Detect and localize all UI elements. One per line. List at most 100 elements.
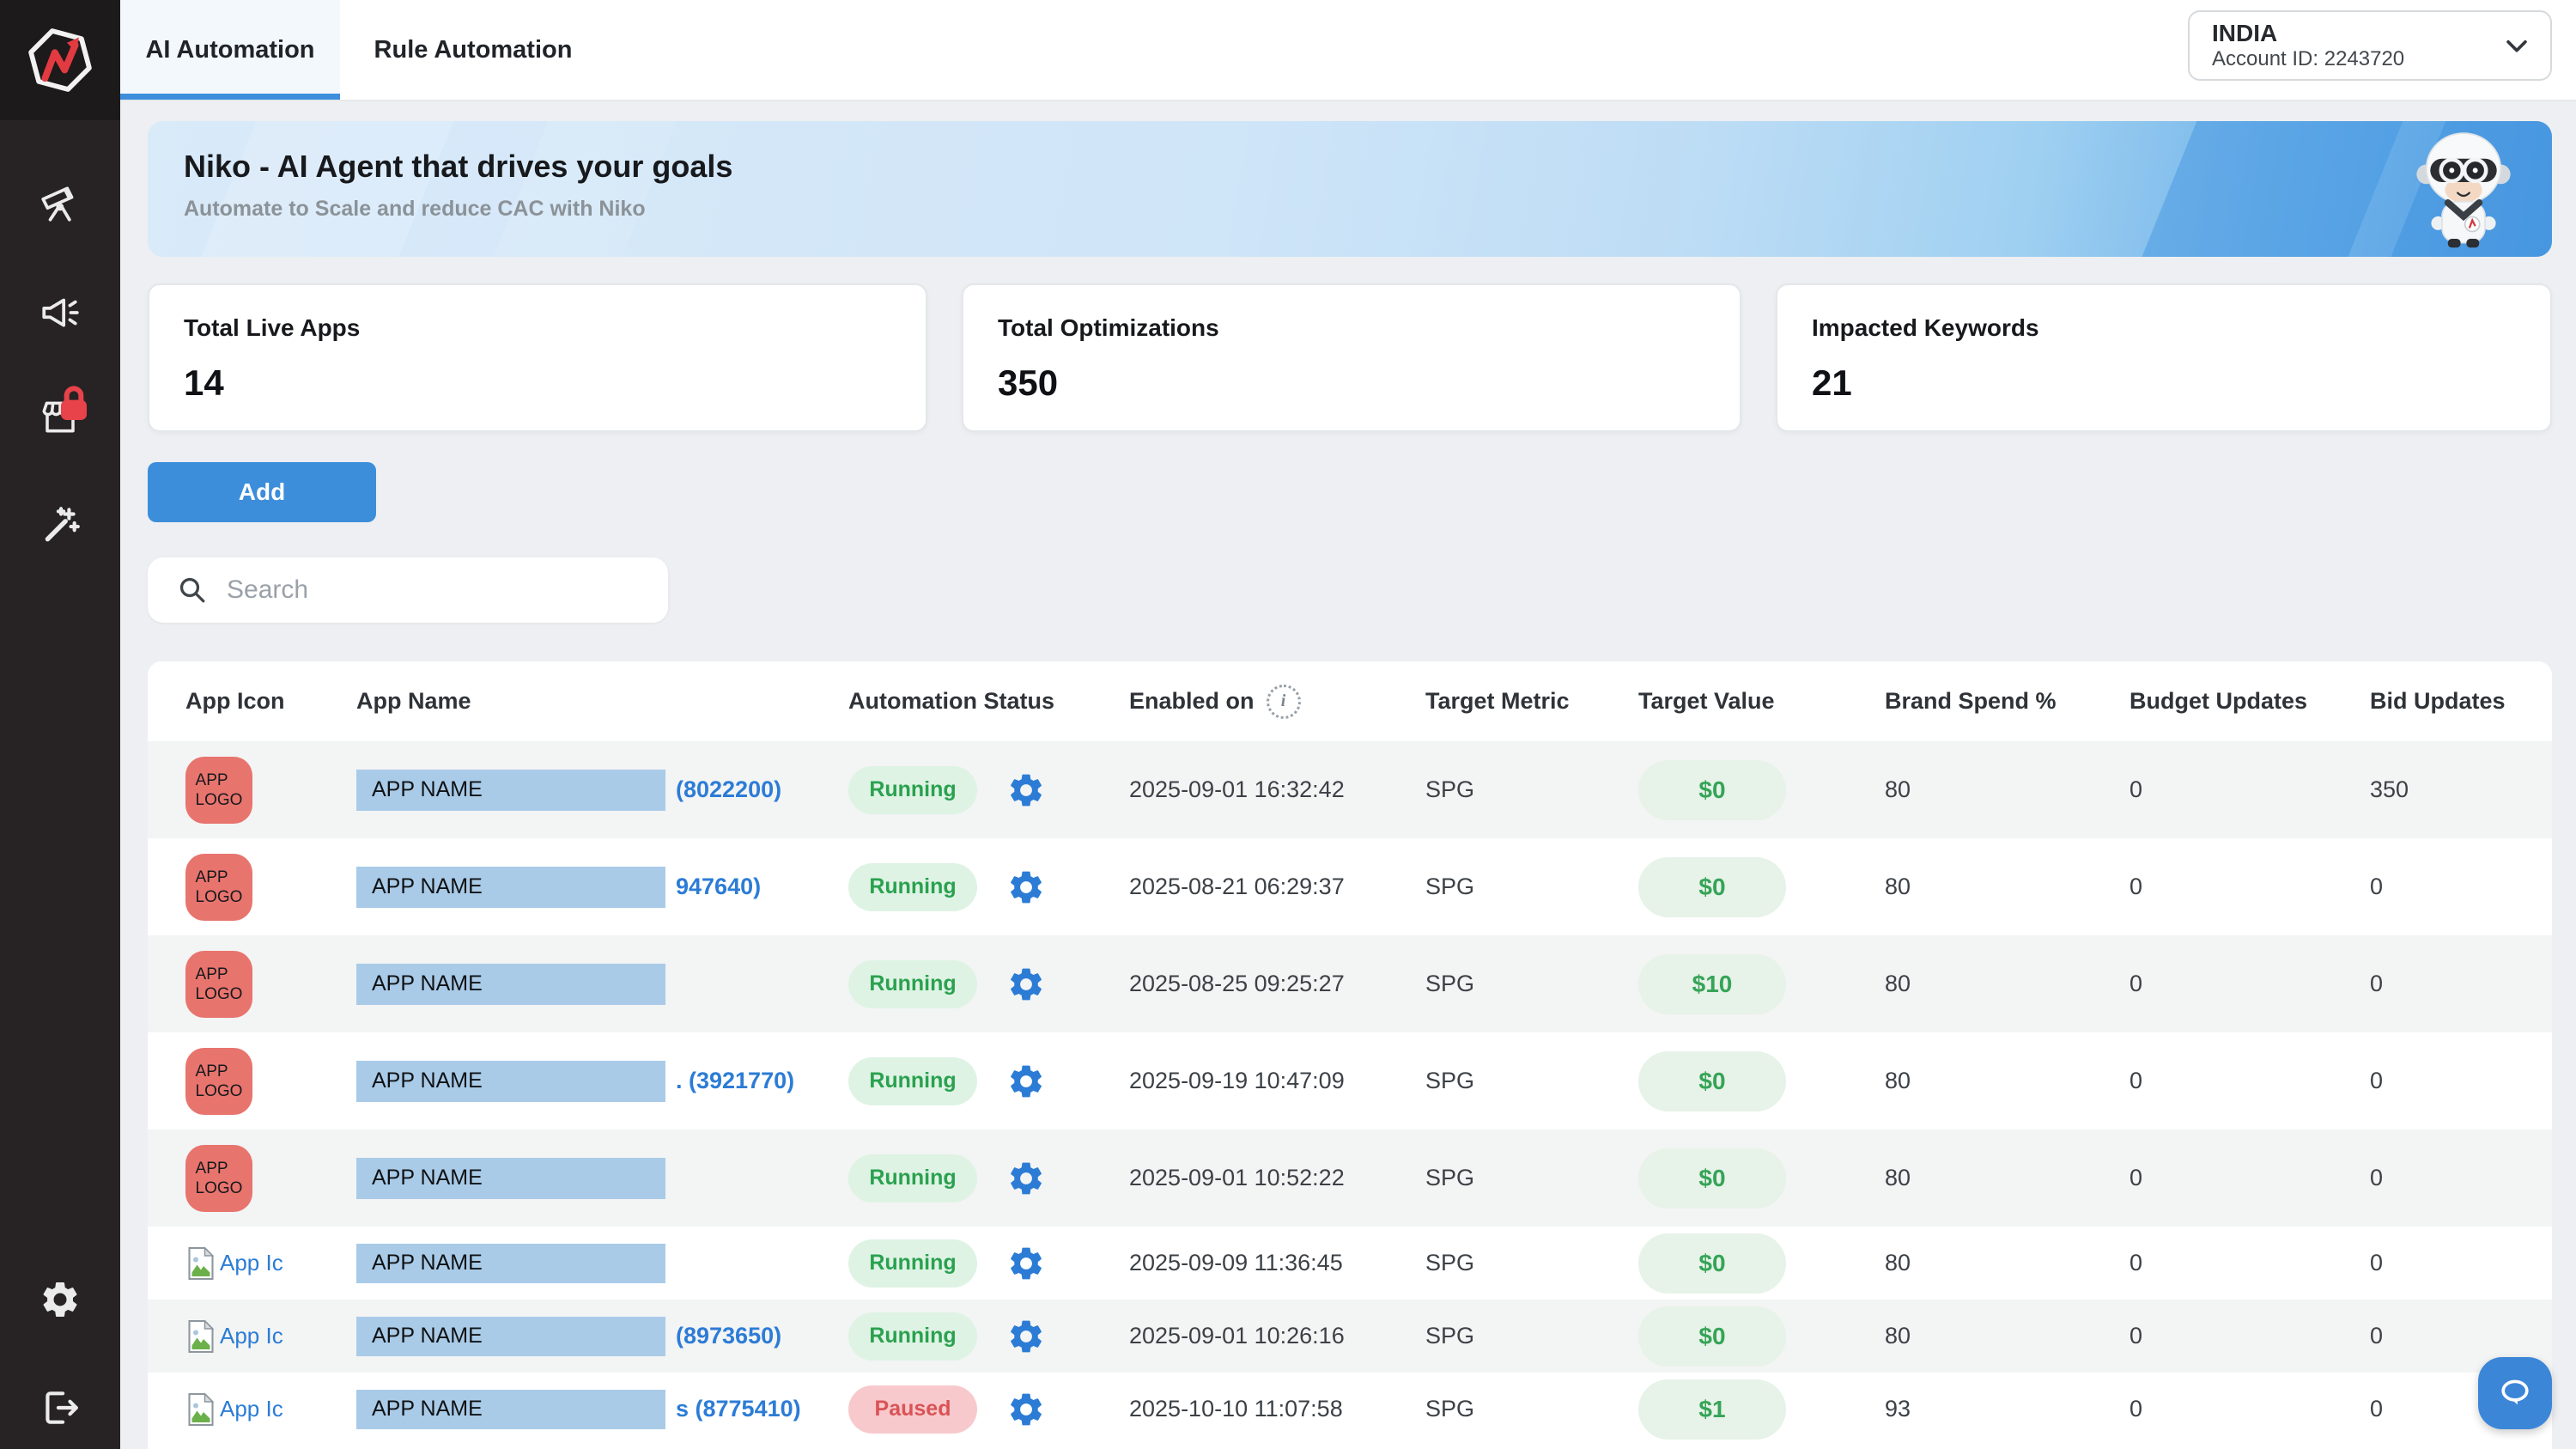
sidebar-item-logout[interactable]	[0, 1386, 120, 1429]
stat-label: Total Optimizations	[998, 314, 1740, 342]
app-name-redacted: APP NAME	[356, 1158, 665, 1199]
row-settings-gear-icon[interactable]	[1006, 965, 1046, 1004]
app-logo[interactable]	[0, 0, 120, 120]
megaphone-icon	[39, 290, 82, 333]
app-id-link[interactable]: 947640)	[676, 874, 761, 900]
app-logo-placeholder: APPLOGO	[185, 951, 252, 1018]
row-settings-gear-icon[interactable]	[1006, 868, 1046, 907]
stat-card-total-optimizations: Total Optimizations 350	[962, 283, 1741, 432]
app-logo-placeholder: APPLOGO	[185, 1048, 252, 1115]
budget-updates-value: 0	[2129, 971, 2142, 997]
table-row: APPLOGO APP NAME . (3921770) Running 202…	[148, 1032, 2552, 1129]
telescope-icon	[39, 182, 82, 225]
bid-updates-value: 350	[2370, 776, 2409, 803]
budget-updates-value: 0	[2129, 1250, 2142, 1276]
magic-wand-icon	[39, 503, 82, 546]
stat-value: 21	[1812, 362, 2550, 404]
broken-image-alt-text: App Ic	[220, 1250, 283, 1276]
row-settings-gear-icon[interactable]	[1006, 1244, 1046, 1283]
logout-icon	[39, 1386, 82, 1429]
target-value-badge: $0	[1638, 1306, 1786, 1367]
row-settings-gear-icon[interactable]	[1006, 1317, 1046, 1356]
top-navigation-bar: AI Automation Rule Automation INDIA Acco…	[120, 0, 2576, 101]
table-row: APPLOGO APP NAME (8022200) Running 2025-…	[148, 741, 2552, 838]
table-row: App Ic APP NAME (8973650) Running 2025-0…	[148, 1300, 2552, 1373]
bid-updates-value: 0	[2370, 1396, 2383, 1422]
target-metric-value: SPG	[1425, 776, 1474, 803]
sidebar-item-settings[interactable]	[0, 1278, 120, 1321]
table-row: App Ic APP NAME Running 2025-09-09 11:36…	[148, 1227, 2552, 1300]
table-body: APPLOGO APP NAME (8022200) Running 2025-…	[148, 741, 2552, 1446]
banner-subtitle: Automate to Scale and reduce CAC with Ni…	[184, 197, 646, 222]
column-header-brand-spend: Brand Spend %	[1868, 688, 2112, 715]
target-metric-value: SPG	[1425, 971, 1474, 997]
status-badge: Running	[848, 960, 977, 1008]
app-id-link[interactable]: (8022200)	[676, 776, 781, 803]
column-header-enabled-on: Enabled on i	[1116, 685, 1408, 719]
row-settings-gear-icon[interactable]	[1006, 1390, 1046, 1429]
account-region: INDIA	[2212, 20, 2502, 47]
enabled-on-value: 2025-09-19 10:47:09	[1129, 1068, 1345, 1094]
broken-image-icon	[185, 1318, 216, 1355]
tab-ai-automation[interactable]: AI Automation	[120, 0, 340, 100]
column-header-app-name: App Name	[335, 688, 841, 715]
budget-updates-value: 0	[2129, 1323, 2142, 1349]
bid-updates-value: 0	[2370, 1068, 2383, 1094]
chat-support-button[interactable]	[2478, 1357, 2552, 1429]
row-settings-gear-icon[interactable]	[1006, 1062, 1046, 1101]
bid-updates-value: 0	[2370, 874, 2383, 900]
status-badge: Running	[848, 863, 977, 911]
search-icon	[177, 575, 208, 606]
sidebar-item-explore[interactable]	[0, 182, 120, 225]
status-badge: Running	[848, 766, 977, 814]
lock-badge-icon	[52, 381, 95, 429]
banner-title: Niko - AI Agent that drives your goals	[184, 149, 732, 185]
app-logo-placeholder: APPLOGO	[185, 757, 252, 824]
target-metric-value: SPG	[1425, 1396, 1474, 1422]
add-button[interactable]: Add	[148, 462, 376, 522]
target-value-badge: $0	[1638, 857, 1786, 917]
status-badge: Running	[848, 1057, 977, 1105]
app-id-link[interactable]: . (3921770)	[676, 1068, 794, 1094]
niko-robot-mascot	[2413, 125, 2514, 253]
sidebar-item-ai-tools[interactable]	[0, 503, 120, 546]
search-input[interactable]	[225, 575, 623, 606]
table-row: App Ic APP NAME s (8775410) Paused 2025-…	[148, 1373, 2552, 1446]
account-selector[interactable]: INDIA Account ID: 2243720	[2188, 10, 2552, 81]
tab-label: AI Automation	[145, 36, 314, 64]
niko-banner: Niko - AI Agent that drives your goals A…	[148, 121, 2552, 257]
target-metric-value: SPG	[1425, 1165, 1474, 1191]
column-header-bid-updates: Bid Updates	[2357, 688, 2552, 715]
budget-updates-value: 0	[2129, 1068, 2142, 1094]
column-header-automation-status: Automation Status	[841, 688, 1116, 715]
broken-image-icon	[185, 1391, 216, 1428]
sidebar-item-store-locked[interactable]	[0, 395, 120, 442]
banner-stripe	[471, 121, 690, 257]
target-value-badge: $0	[1638, 1233, 1786, 1294]
app-name-redacted: APP NAME	[356, 1244, 665, 1283]
app-name-redacted: APP NAME	[356, 867, 665, 908]
row-settings-gear-icon[interactable]	[1006, 1159, 1046, 1198]
target-metric-value: SPG	[1425, 1323, 1474, 1349]
broken-app-icon: App Ic	[185, 1318, 314, 1355]
bid-updates-value: 0	[2370, 1323, 2383, 1349]
brand-spend-value: 80	[1885, 1323, 1911, 1349]
enabled-on-value: 2025-08-21 06:29:37	[1129, 874, 1345, 900]
bid-updates-value: 0	[2370, 971, 2383, 997]
target-value-badge: $0	[1638, 1051, 1786, 1111]
bid-updates-value: 0	[2370, 1250, 2383, 1276]
column-header-budget-updates: Budget Updates	[2112, 688, 2357, 715]
bid-updates-value: 0	[2370, 1165, 2383, 1191]
sidebar-item-campaigns[interactable]	[0, 290, 120, 333]
target-metric-value: SPG	[1425, 874, 1474, 900]
app-id-link[interactable]: s (8775410)	[676, 1396, 801, 1422]
row-settings-gear-icon[interactable]	[1006, 770, 1046, 810]
app-id-link[interactable]: (8973650)	[676, 1323, 781, 1349]
info-icon[interactable]: i	[1267, 685, 1301, 719]
broken-app-icon: App Ic	[185, 1391, 314, 1428]
table-header-row: App Icon App Name Automation Status Enab…	[148, 661, 2552, 741]
enabled-on-value: 2025-09-01 16:32:42	[1129, 776, 1345, 803]
tab-rule-automation[interactable]: Rule Automation	[340, 0, 606, 100]
enabled-on-value: 2025-10-10 11:07:58	[1129, 1396, 1343, 1422]
app-name-redacted: APP NAME	[356, 1061, 665, 1102]
